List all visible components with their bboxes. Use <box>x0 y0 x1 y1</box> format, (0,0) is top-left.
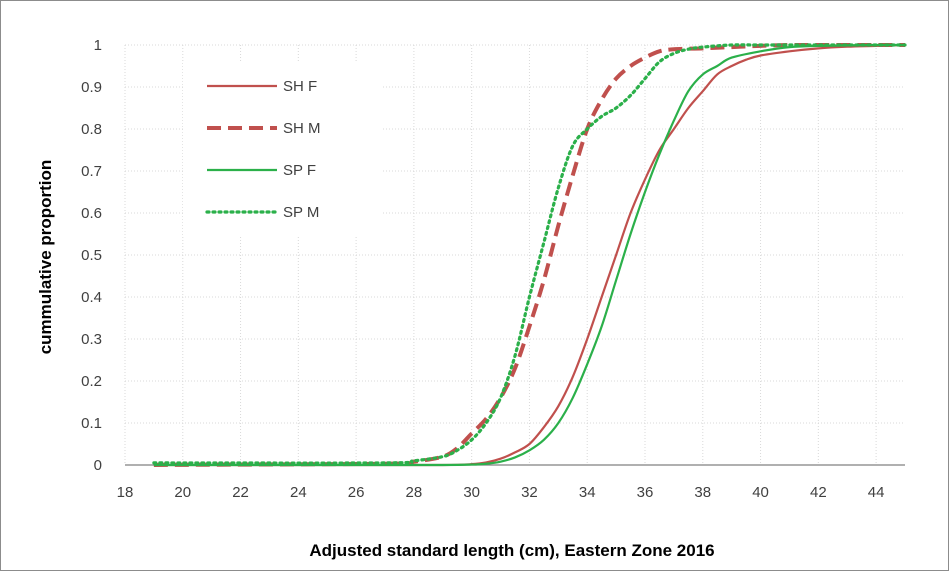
x-tick-label: 40 <box>752 484 769 501</box>
legend-background <box>183 63 383 235</box>
y-axis-title: cummulative proportion <box>36 160 55 355</box>
x-tick-label: 26 <box>348 484 365 501</box>
x-tick-label: 28 <box>406 484 423 501</box>
series-line-sp-m <box>152 43 907 465</box>
x-tick-label: 32 <box>521 484 538 501</box>
x-tick-label: 22 <box>232 484 249 501</box>
series-line-sh-f <box>153 43 906 467</box>
x-axis-title: Adjusted standard length (cm), Eastern Z… <box>309 541 714 560</box>
y-tick-label: 0.2 <box>81 373 102 390</box>
x-tick-label: 18 <box>117 484 134 501</box>
x-tick-label: 38 <box>694 484 711 501</box>
series-lines <box>152 42 907 467</box>
legend-label: SP M <box>283 204 319 221</box>
y-tick-label: 0.1 <box>81 415 102 432</box>
x-tick-label: 30 <box>463 484 480 501</box>
y-tick-label: 0.7 <box>81 163 102 180</box>
x-tick-label: 44 <box>868 484 885 501</box>
x-tick-label: 20 <box>174 484 191 501</box>
x-tick-labels: 18 20 22 24 26 28 30 32 34 36 38 40 42 44 <box>117 484 885 501</box>
y-tick-label: 0.6 <box>81 205 102 222</box>
y-tick-label: 0.8 <box>81 121 102 138</box>
legend-label: SP F <box>283 162 316 179</box>
x-tick-label: 34 <box>579 484 596 501</box>
legend-label: SH F <box>283 78 317 95</box>
x-tick-label: 36 <box>637 484 654 501</box>
y-tick-label: 0.3 <box>81 331 102 348</box>
x-tick-label: 24 <box>290 484 307 501</box>
y-tick-labels: 0 0.1 0.2 0.3 0.4 0.5 0.6 0.7 0.8 0.9 1 <box>81 37 102 474</box>
legend: SH F SH M SP F SP M <box>183 63 383 235</box>
y-tick-label: 0.9 <box>81 79 102 96</box>
x-tick-label: 42 <box>810 484 827 501</box>
y-tick-label: 1 <box>94 37 102 54</box>
legend-label: SH M <box>283 120 321 137</box>
y-tick-label: 0.5 <box>81 247 102 264</box>
series-line-sp-f <box>153 43 906 467</box>
y-tick-label: 0.4 <box>81 289 102 306</box>
y-tick-label: 0 <box>94 457 102 474</box>
